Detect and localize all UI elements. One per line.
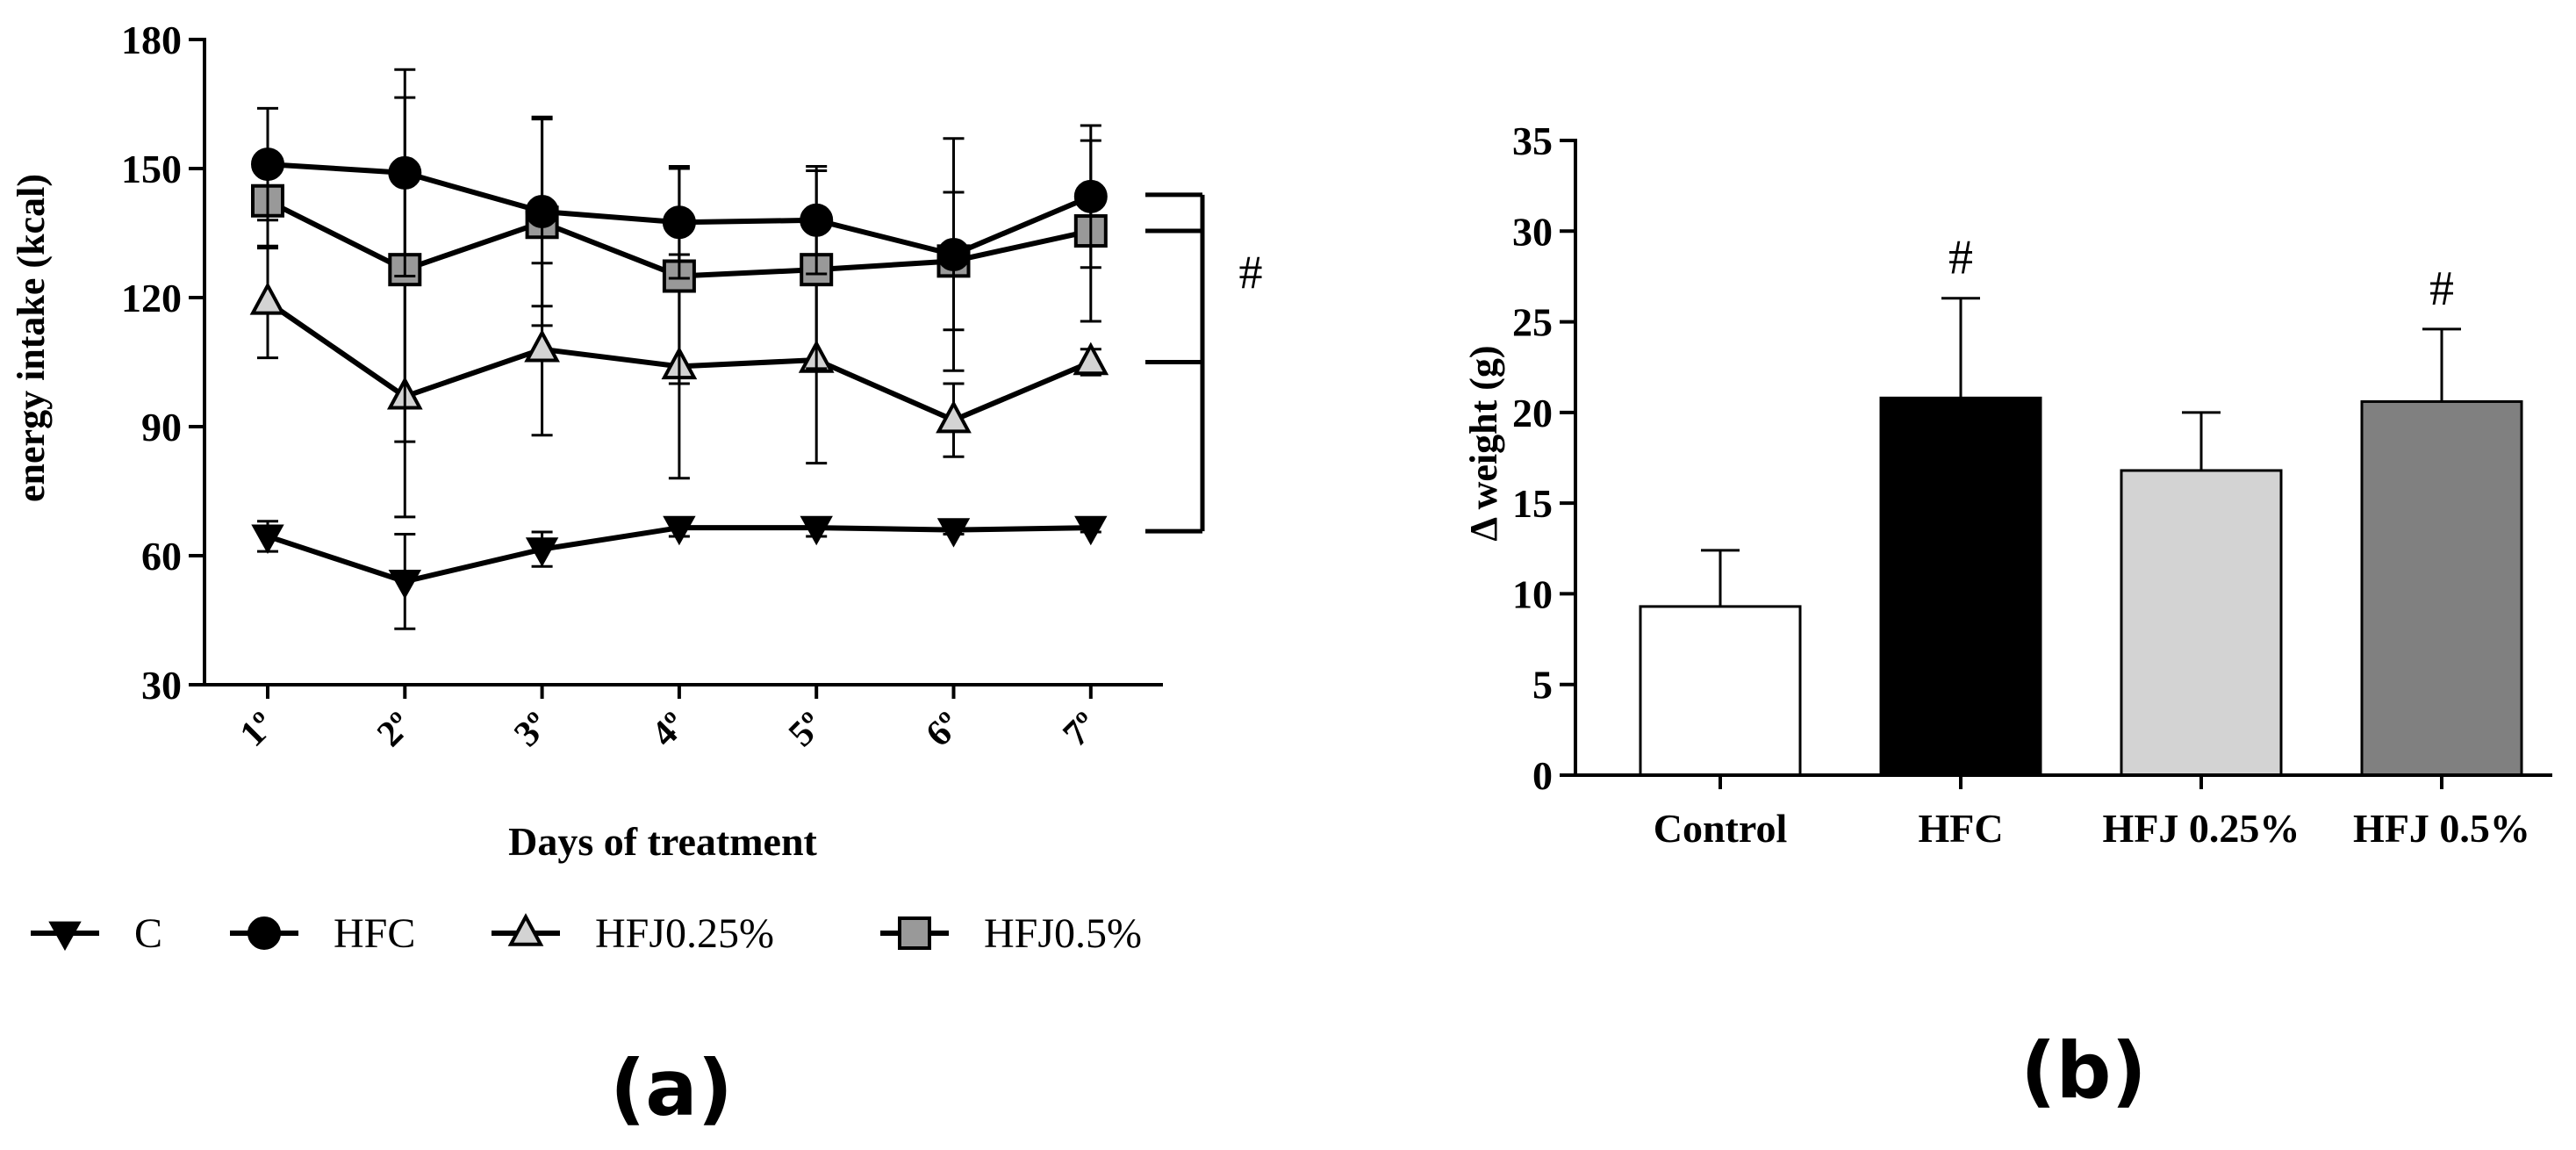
b-x-tick-label: HFC: [1918, 806, 2003, 851]
a-data-point: [936, 238, 971, 271]
b-bar-hfj-0-25-: [2120, 411, 2283, 777]
b-x-tick-label: HFJ 0.5%: [2353, 806, 2530, 851]
b-significance-hash: #: [1948, 231, 1973, 285]
a-data-point: [1073, 341, 1109, 376]
a-series-c: [251, 515, 1108, 630]
b-bar: [1639, 605, 1802, 777]
b-y-tick-label: 30: [1512, 209, 1553, 254]
b-bar-hfc: #: [1879, 231, 2042, 777]
a-legend-item: HFJ0.5%: [880, 910, 1142, 957]
a-legend-label: HFJ0.25%: [595, 910, 774, 957]
a-legend-label: HFJ0.5%: [984, 910, 1142, 957]
b-y-tick-label: 25: [1512, 300, 1553, 345]
a-legend-label: HFC: [334, 910, 415, 957]
a-x-tick-label: 5º: [781, 705, 831, 755]
a-x-tick-label: 1º: [233, 705, 283, 755]
a-x-axis: 1º 2º 3º 4º 5º 6º 7º: [205, 683, 1163, 755]
a-y-tick-label: 180: [121, 18, 182, 62]
b-y-tick-label: 0: [1532, 753, 1553, 798]
a-data-point: [388, 155, 422, 190]
a-data-point: [251, 147, 284, 182]
b-bar: [2120, 469, 2283, 777]
panel-a-label: (a): [610, 1043, 733, 1133]
a-legend-item: HFJ0.25%: [492, 910, 774, 957]
a-data-point: [1074, 515, 1108, 546]
b-x-axis: Control HFC HFJ 0.25% HFJ 0.5%: [1575, 773, 2552, 851]
a-y-axis-label: energy intake (kcal): [10, 174, 53, 502]
a-legend-item: HFC: [230, 910, 415, 957]
a-data-point: [936, 399, 972, 434]
a-data-point: [662, 205, 696, 240]
b-y-axis-label: Δ weight (g): [1462, 345, 1505, 541]
a-data-point: [251, 524, 284, 555]
a-y-tick-label: 30: [141, 663, 182, 708]
a-data-point: [663, 515, 696, 546]
panel-a-line-chart: 30 60 90 120 150 180 1º 2º 3º 4º 5º 6º 7º energy in…: [10, 18, 1263, 1133]
a-legend-item: C: [31, 910, 162, 957]
a-data-point: [525, 537, 559, 567]
a-data-point: [800, 203, 834, 237]
a-legend-label: C: [134, 910, 162, 957]
b-bars-group: ##: [1639, 231, 2523, 777]
b-bar-control: [1639, 549, 1802, 777]
a-data-point: [524, 328, 560, 363]
b-bar: [2360, 399, 2523, 777]
b-y-tick-label: 5: [1532, 663, 1553, 708]
b-y-axis: 0 5 10 15 20 25 30 35: [1512, 119, 1577, 798]
a-series-hfc: [251, 68, 1108, 372]
a-data-point: [525, 195, 559, 228]
b-y-tick-label: 35: [1512, 119, 1553, 163]
b-y-tick-label: 20: [1512, 391, 1553, 435]
a-x-tick-label: 4º: [644, 705, 694, 755]
a-y-tick-label: 150: [121, 147, 182, 191]
b-x-tick-label: HFJ 0.25%: [2103, 806, 2300, 851]
a-y-tick-label: 90: [141, 405, 182, 449]
b-y-tick-label: 15: [1512, 481, 1553, 526]
a-x-tick-label: 6º: [918, 705, 968, 755]
b-x-tick-label: Control: [1654, 806, 1788, 851]
a-legend-marker: [898, 916, 931, 950]
a-data-point: [249, 281, 286, 315]
a-x-tick-label: 7º: [1056, 705, 1106, 755]
panel-b-label: (b): [2020, 1025, 2146, 1116]
a-data-point: [800, 515, 833, 546]
a-y-axis: 30 60 90 120 150 180: [121, 18, 206, 708]
b-bar: [1879, 396, 2042, 777]
b-bar-hfj-0-5-: #: [2360, 262, 2523, 777]
a-legend-marker: [48, 921, 82, 952]
a-data-point: [1073, 179, 1108, 213]
a-data-point: [388, 570, 422, 600]
a-significance-bracket: [1145, 192, 1205, 534]
a-y-tick-label: 120: [121, 276, 182, 320]
a-data-point: [936, 518, 971, 548]
a-legend: C HFC HFJ0.25% HFJ0.5%: [31, 910, 1142, 957]
a-legend-marker: [507, 913, 544, 946]
a-x-tick-label: 3º: [506, 705, 556, 755]
a-y-tick-label: 60: [141, 534, 182, 579]
b-significance-hash: #: [2429, 262, 2454, 316]
a-x-tick-label: 2º: [370, 705, 420, 755]
a-significance-hash: #: [1239, 246, 1263, 298]
a-x-axis-label: Days of treatment: [508, 819, 817, 864]
a-legend-marker: [248, 916, 281, 950]
b-y-tick-label: 10: [1512, 571, 1553, 616]
a-series-group: [249, 68, 1109, 630]
